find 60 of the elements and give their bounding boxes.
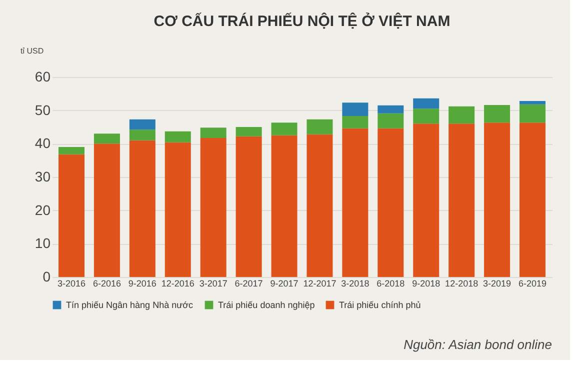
x-tick-label: 3-2018 (341, 278, 370, 288)
bar (519, 101, 546, 104)
bar (342, 102, 368, 116)
bar (484, 105, 510, 123)
bar (200, 128, 226, 138)
bar (94, 134, 120, 144)
x-tick-label: 12-2018 (445, 278, 478, 288)
bar (164, 142, 191, 277)
y-tick-label: 30 (34, 168, 51, 184)
x-tick-label: 6-2018 (376, 278, 405, 288)
bar (519, 104, 546, 123)
bar (236, 127, 262, 136)
bar (342, 116, 368, 128)
bar (448, 106, 475, 124)
x-tick-label: 6-2019 (518, 278, 547, 288)
bar (236, 136, 262, 277)
bar (448, 124, 475, 277)
bar (129, 140, 156, 277)
x-tick-label: 6-2017 (234, 278, 263, 288)
bar (306, 134, 333, 277)
bar (58, 147, 85, 154)
bar (413, 98, 440, 109)
bar (306, 119, 333, 134)
x-tick-label: 12-2017 (303, 278, 336, 288)
y-axis-title: tỉ USD (20, 46, 44, 56)
bar (378, 113, 404, 128)
bar (378, 128, 404, 277)
bar (271, 122, 298, 136)
bar (413, 108, 440, 124)
x-tick-label: 6-2016 (92, 278, 121, 288)
y-tick-label: 20 (34, 202, 51, 218)
y-tick-label: 50 (34, 102, 51, 118)
bar (164, 131, 191, 142)
legend-label: Tín phiếu Ngân hàng Nhà nước (66, 300, 194, 310)
bar (342, 128, 368, 277)
y-tick-label: 60 (34, 68, 51, 84)
bar (378, 105, 404, 114)
x-tick-label: 9-2017 (270, 278, 298, 288)
x-tick-label: 3-2016 (57, 278, 86, 288)
y-tick-label: 10 (34, 235, 51, 252)
x-tick-label: 9-2016 (128, 278, 156, 288)
text: Nguồn: Asian bond online (404, 337, 552, 352)
legend-label: Trái phiếu chính phủ (339, 300, 421, 310)
y-tick-label: 40 (34, 135, 51, 152)
x-tick-label: 3-2019 (483, 278, 512, 288)
bar (58, 154, 85, 277)
bar (484, 122, 510, 277)
x-tick-label: 3-2017 (199, 278, 228, 288)
legend-label: Trái phiếu doanh nghiệp (218, 300, 315, 310)
bar (129, 130, 156, 140)
x-tick-label: 9-2018 (412, 278, 440, 288)
bar (129, 119, 156, 130)
x-tick-label: 12-2016 (161, 278, 194, 288)
bar (200, 138, 226, 277)
chart-title: CƠ CẤU TRÁI PHIẾU NỘI TỆ Ở VIỆT NAM (154, 12, 450, 30)
bar (271, 135, 298, 277)
bar (413, 124, 440, 277)
bar (519, 122, 546, 277)
y-tick-label: 0 (42, 268, 51, 284)
bar (94, 144, 120, 277)
